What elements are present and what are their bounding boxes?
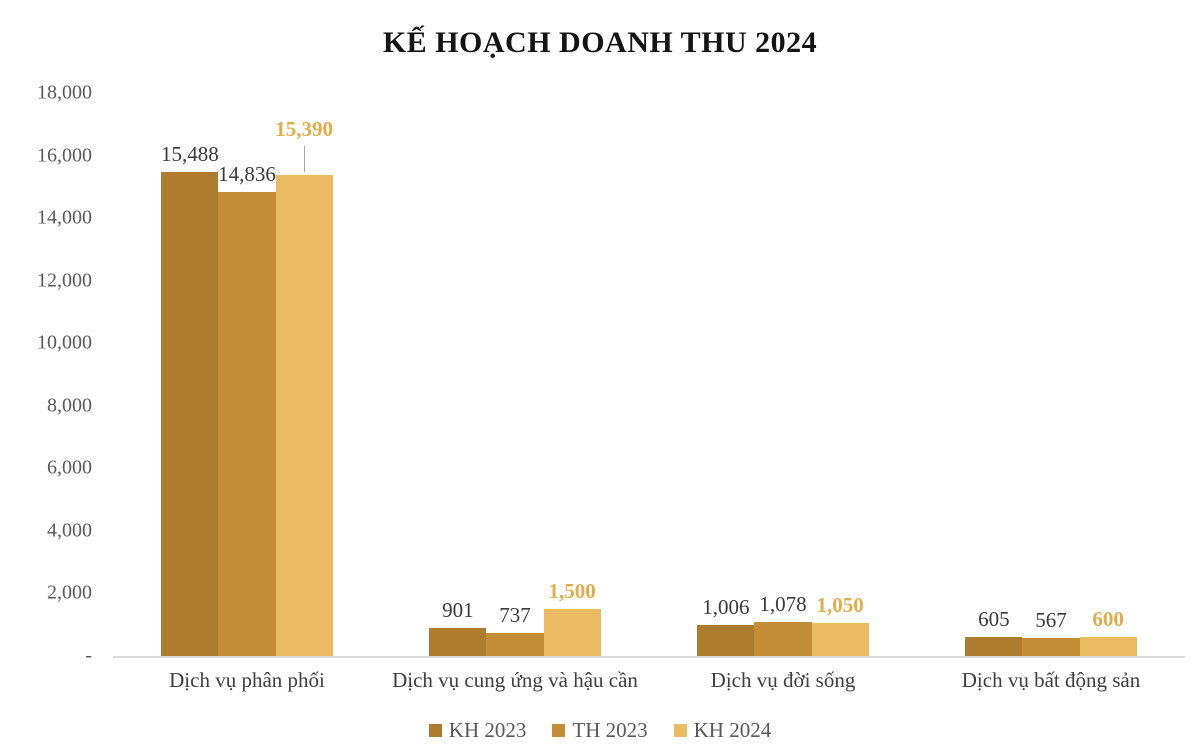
bar-kh-2023	[965, 637, 1023, 656]
value-label: 600	[1092, 607, 1124, 632]
x-axis-labels: Dịch vụ phân phối Dịch vụ cung ứng và hậu…	[113, 668, 1185, 693]
bar-slot: 1,078	[754, 93, 812, 656]
legend: KH 2023 TH 2023 KH 2024	[0, 718, 1200, 743]
value-label: 737	[499, 602, 531, 627]
bar-slot: 737	[486, 93, 544, 656]
value-label: 605	[978, 607, 1010, 632]
callout-leader-line	[304, 145, 306, 172]
bar-slot: 1,006	[697, 93, 755, 656]
bar-slot: 1,500	[543, 93, 601, 656]
bar-slot: 1,050	[811, 93, 869, 656]
bars-row: 901 737 1,500	[429, 93, 601, 656]
legend-item: KH 2023	[428, 718, 527, 743]
legend-label: KH 2024	[693, 718, 772, 742]
legend-swatch-icon	[428, 724, 442, 737]
category-group: 901 737 1,500	[381, 93, 649, 656]
x-axis-category-label: Dịch vụ cung ứng và hậu cần	[392, 668, 638, 692]
y-tick-label: 6,000	[47, 456, 92, 479]
bar-slot: 14,836	[218, 93, 276, 656]
value-label: 1,006	[702, 594, 750, 619]
bar-kh-2023	[697, 624, 755, 656]
value-label: 14,836	[218, 161, 276, 186]
legend-label: KH 2023	[448, 718, 527, 742]
bar-slot: 600	[1079, 93, 1137, 656]
chart-title: KẾ HOẠCH DOANH THU 2024	[382, 26, 818, 59]
bar-kh-2024	[1079, 637, 1137, 656]
y-tick-label: 18,000	[37, 81, 92, 104]
y-tick-label: 8,000	[47, 394, 92, 417]
legend-label: TH 2023	[572, 718, 648, 742]
bar-slot: 15,488	[160, 93, 219, 656]
y-tick-label: 4,000	[47, 519, 92, 542]
x-axis-category-label: Dịch vụ bất động sản	[961, 668, 1141, 692]
bar-kh-2024	[543, 609, 601, 656]
category-group: 605 567 600	[917, 93, 1185, 656]
bars-row: 15,488 14,836 15,390	[161, 93, 333, 656]
bar-th-2023	[754, 622, 812, 656]
y-tick-label: 10,000	[37, 331, 92, 354]
bar-kh-2023	[429, 627, 487, 656]
bars-row: 1,006 1,078 1,050	[697, 93, 869, 656]
y-tick-label: 14,000	[37, 206, 92, 229]
bar-slot: 15,390	[275, 93, 334, 656]
y-axis: - 2,000 4,000 6,000 8,000 10,000 12,000 14,000 1…	[0, 82, 92, 667]
legend-item: KH 2024	[673, 718, 772, 743]
value-label: 15,488	[160, 141, 219, 166]
value-label: 567	[1035, 608, 1067, 633]
plot-area: 15,488 14,836 15,390 901 737 1,500 1,006 1,078 1…	[113, 93, 1185, 658]
bar-slot: 567	[1022, 93, 1080, 656]
legend-swatch-icon	[673, 724, 687, 737]
bar-slot: 901	[429, 93, 487, 656]
category-group: 15,488 14,836 15,390	[113, 93, 381, 656]
bar-kh-2023	[161, 171, 219, 656]
value-label: 1,050	[816, 593, 864, 618]
y-tick-label: 12,000	[37, 269, 92, 292]
bar-th-2023	[1022, 638, 1080, 656]
y-tick-label: 16,000	[37, 144, 92, 167]
y-tick-label: -	[85, 644, 92, 667]
bar-kh-2024	[275, 174, 333, 656]
bar-kh-2024	[811, 623, 869, 656]
value-label: 15,390	[275, 116, 334, 141]
bar-slot: 605	[965, 93, 1023, 656]
legend-swatch-icon	[552, 724, 566, 737]
value-label: 901	[442, 597, 474, 622]
bar-th-2023	[486, 632, 544, 656]
x-axis-category-label: Dịch vụ đời sống	[710, 668, 856, 692]
category-group: 1,006 1,078 1,050	[649, 93, 917, 656]
value-label: 1,500	[548, 579, 596, 604]
value-label: 1,078	[759, 592, 807, 617]
legend-item: TH 2023	[552, 718, 648, 743]
y-tick-label: 2,000	[47, 581, 92, 604]
bar-th-2023	[218, 191, 276, 656]
bars-row: 605 567 600	[965, 93, 1137, 656]
x-axis-category-label: Dịch vụ phân phối	[169, 668, 325, 692]
